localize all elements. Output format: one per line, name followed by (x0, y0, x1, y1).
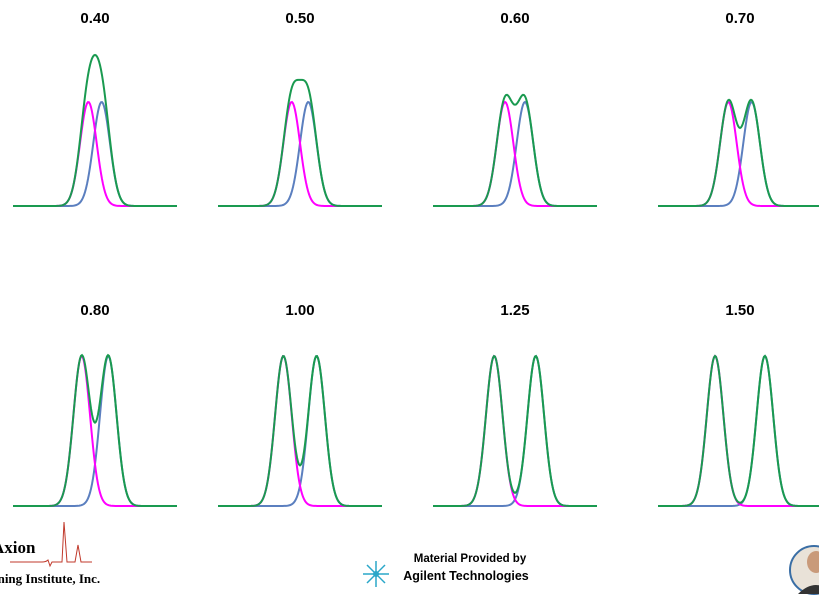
logo-trace (10, 521, 92, 568)
credit-line1: Material Provided by (414, 553, 527, 565)
peak-1 (658, 101, 819, 207)
peak-1 (433, 354, 597, 507)
peak-2 (433, 354, 597, 507)
peak-sum (433, 354, 597, 507)
logo-subtitle: Training Institute, Inc. (0, 571, 100, 586)
peak-1 (218, 100, 382, 207)
peak-1 (218, 355, 382, 507)
agilent-spark (363, 561, 389, 587)
peak-1 (658, 354, 819, 507)
resolution-label: 1.50 (725, 302, 754, 319)
peak-sum (658, 98, 819, 207)
portrait (789, 545, 819, 595)
resolution-label: 1.25 (500, 302, 529, 319)
credit-line2: Agilent Technologies (403, 569, 529, 583)
peak-2 (13, 354, 177, 507)
resolution-label: 0.80 (80, 302, 109, 319)
logo-left: Axion Training Institute, Inc. (0, 521, 100, 586)
peak-sum (13, 353, 177, 507)
peak-1 (13, 354, 177, 507)
resolution-label: 0.60 (500, 10, 529, 27)
peak-2 (13, 100, 177, 207)
peak-2 (658, 354, 819, 507)
resolution-label: 0.50 (285, 10, 314, 27)
peak-2 (218, 100, 382, 207)
resolution-label: 0.40 (80, 10, 109, 27)
peak-1 (13, 100, 177, 207)
resolution-label: 0.70 (725, 10, 754, 27)
peak-sum (218, 78, 382, 207)
peak-sum (218, 355, 382, 507)
peak-sum (433, 93, 597, 207)
resolution-label: 1.00 (285, 302, 314, 319)
peak-sum (658, 354, 819, 507)
logo-name: Axion (0, 538, 36, 557)
credit: Material Provided by Agilent Technologie… (363, 553, 529, 587)
peak-sum (13, 53, 177, 207)
peak-1 (433, 100, 597, 207)
